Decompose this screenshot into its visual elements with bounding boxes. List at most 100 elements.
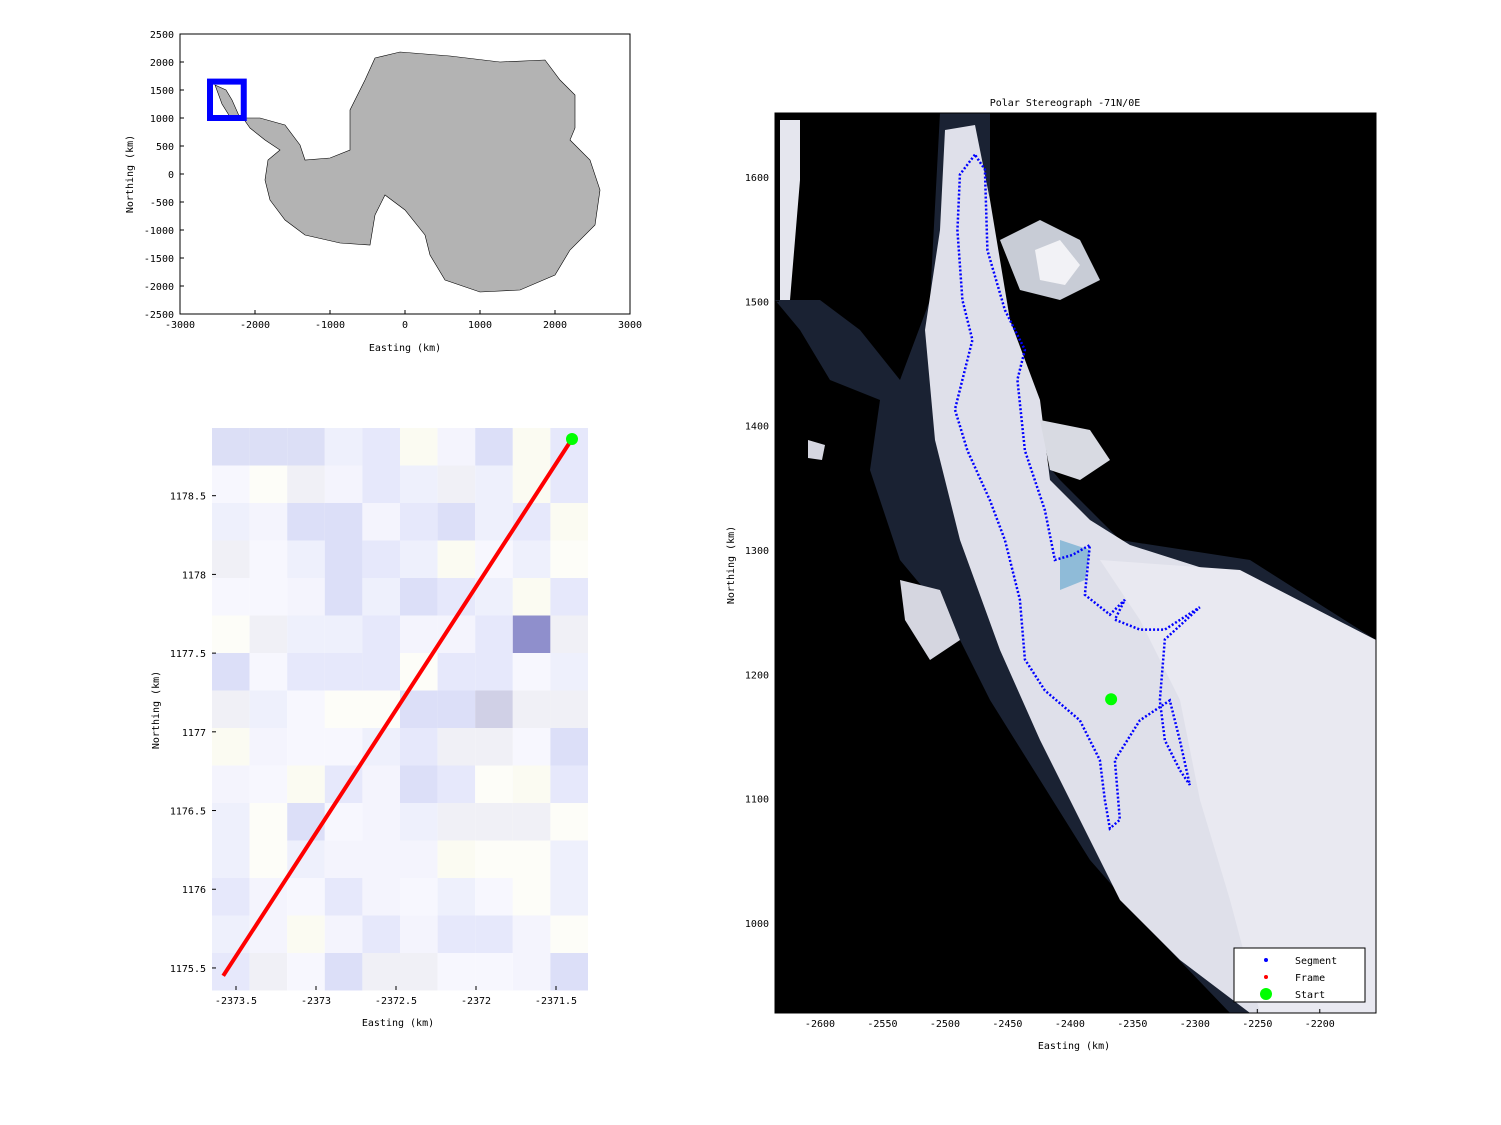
image-pixel — [249, 765, 288, 803]
image-pixel — [437, 803, 476, 841]
x-tick-label: -2372 — [461, 996, 491, 1007]
x-tick-label: -2372.5 — [375, 996, 417, 1007]
image-pixel — [362, 540, 400, 578]
image-pixel — [287, 428, 325, 466]
image-pixel — [400, 503, 438, 541]
image-pixel — [400, 728, 438, 766]
plot-title: Polar Stereograph -71N/0E — [990, 98, 1141, 109]
image-pixel — [475, 765, 513, 803]
image-pixel — [512, 690, 551, 728]
y-tick-label: 2500 — [150, 30, 174, 41]
image-pixel — [512, 653, 551, 691]
y-tick-label: 500 — [156, 142, 174, 153]
legend: Segment Frame Start — [1233, 947, 1366, 1003]
image-pixel — [324, 653, 363, 691]
frame-line — [221, 437, 574, 977]
x-tick-label: -2000 — [240, 320, 270, 331]
image-pixel — [512, 765, 551, 803]
satellite-image — [775, 113, 1376, 1013]
y-tick-label: 1178.5 — [170, 492, 206, 503]
y-tick-label: 1178 — [182, 570, 206, 581]
image-pixel — [249, 915, 288, 953]
image-pixel — [287, 653, 325, 691]
image-pixel — [362, 653, 400, 691]
image-pixel — [249, 803, 288, 841]
image-pixel — [475, 578, 513, 616]
image-pixel — [550, 465, 588, 503]
image-pixel — [287, 803, 325, 841]
image-pixel — [287, 878, 325, 916]
legend-label-start: Start — [1295, 990, 1325, 1001]
image-pixel — [437, 765, 476, 803]
image-pixel — [249, 428, 288, 466]
y-tick-label: 1300 — [745, 546, 769, 557]
image-pixel — [324, 953, 363, 991]
image-pixel — [400, 428, 438, 466]
image-pixel — [550, 503, 588, 541]
y-tick-label: 1175.5 — [170, 964, 206, 975]
image-pixel — [362, 615, 400, 653]
image-pixel — [324, 915, 363, 953]
y-tick-label: 1000 — [745, 919, 769, 930]
image-pixel — [550, 878, 588, 916]
image-pixel — [287, 953, 325, 991]
image-pixel — [475, 728, 513, 766]
y-tick-label: 1000 — [150, 114, 174, 125]
y-tick-label: 1176.5 — [170, 807, 206, 818]
legend-label-frame: Frame — [1295, 973, 1325, 984]
y-tick-label: 1176 — [182, 885, 206, 896]
image-pixel — [249, 465, 288, 503]
image-pixel — [249, 615, 288, 653]
legend-label-segment: Segment — [1295, 956, 1337, 967]
image-pixel — [324, 615, 363, 653]
start-marker — [1105, 693, 1118, 706]
satellite-track-plot: Polar Stereograph -71N/0E -2600 -2550 -250… — [726, 98, 1377, 1052]
image-pixel — [212, 878, 250, 916]
frame-zoom-plot: -2373.5 -2373 -2372.5 -2372 -2371.5 1178.5 117… — [151, 428, 588, 1029]
image-pixel — [437, 465, 476, 503]
image-pixel — [249, 953, 288, 991]
x-axis-label: Easting (km) — [369, 343, 441, 354]
image-pixel — [475, 503, 513, 541]
image-pixel — [362, 803, 400, 841]
image-pixel — [475, 465, 513, 503]
image-pixel — [212, 840, 250, 878]
image-pixel — [475, 803, 513, 841]
image-pixel — [437, 728, 476, 766]
image-pixel — [550, 690, 588, 728]
x-axis-label: Easting (km) — [362, 1018, 434, 1029]
image-pixel — [400, 540, 438, 578]
image-pixel — [249, 690, 288, 728]
image-pixel — [437, 878, 476, 916]
image-pixel — [400, 578, 438, 616]
image-pixel — [512, 615, 551, 653]
image-pixel — [362, 503, 400, 541]
image-pixel — [475, 878, 513, 916]
image-pixel — [512, 803, 551, 841]
image-pixel — [437, 690, 476, 728]
y-tick-label: 1500 — [150, 86, 174, 97]
image-pixel — [400, 915, 438, 953]
image-pixel — [249, 728, 288, 766]
y-axis-label: Northing (km) — [151, 671, 162, 749]
image-pixel — [512, 578, 551, 616]
segment-track — [953, 153, 1201, 831]
image-pixel — [324, 728, 363, 766]
x-tick-label: -2300 — [1180, 1019, 1210, 1030]
image-pixel — [437, 428, 476, 466]
image-pixel — [324, 878, 363, 916]
image-pixel — [362, 765, 400, 803]
image-pixel — [475, 690, 513, 728]
image-pixel — [249, 578, 288, 616]
antarctica-overview-plot: -3000 -2000 -1000 0 1000 2000 3000 2500 2000 1500… — [125, 30, 642, 354]
image-pixel — [437, 653, 476, 691]
y-axis-label: Northing (km) — [125, 135, 136, 213]
image-pixel — [212, 765, 250, 803]
image-pixel — [512, 915, 551, 953]
image-pixel — [287, 503, 325, 541]
image-pixel — [550, 653, 588, 691]
highlight-box — [207, 78, 247, 121]
image-pixel — [324, 840, 363, 878]
image-pixel — [324, 465, 363, 503]
x-tick-label: 2000 — [543, 320, 567, 331]
